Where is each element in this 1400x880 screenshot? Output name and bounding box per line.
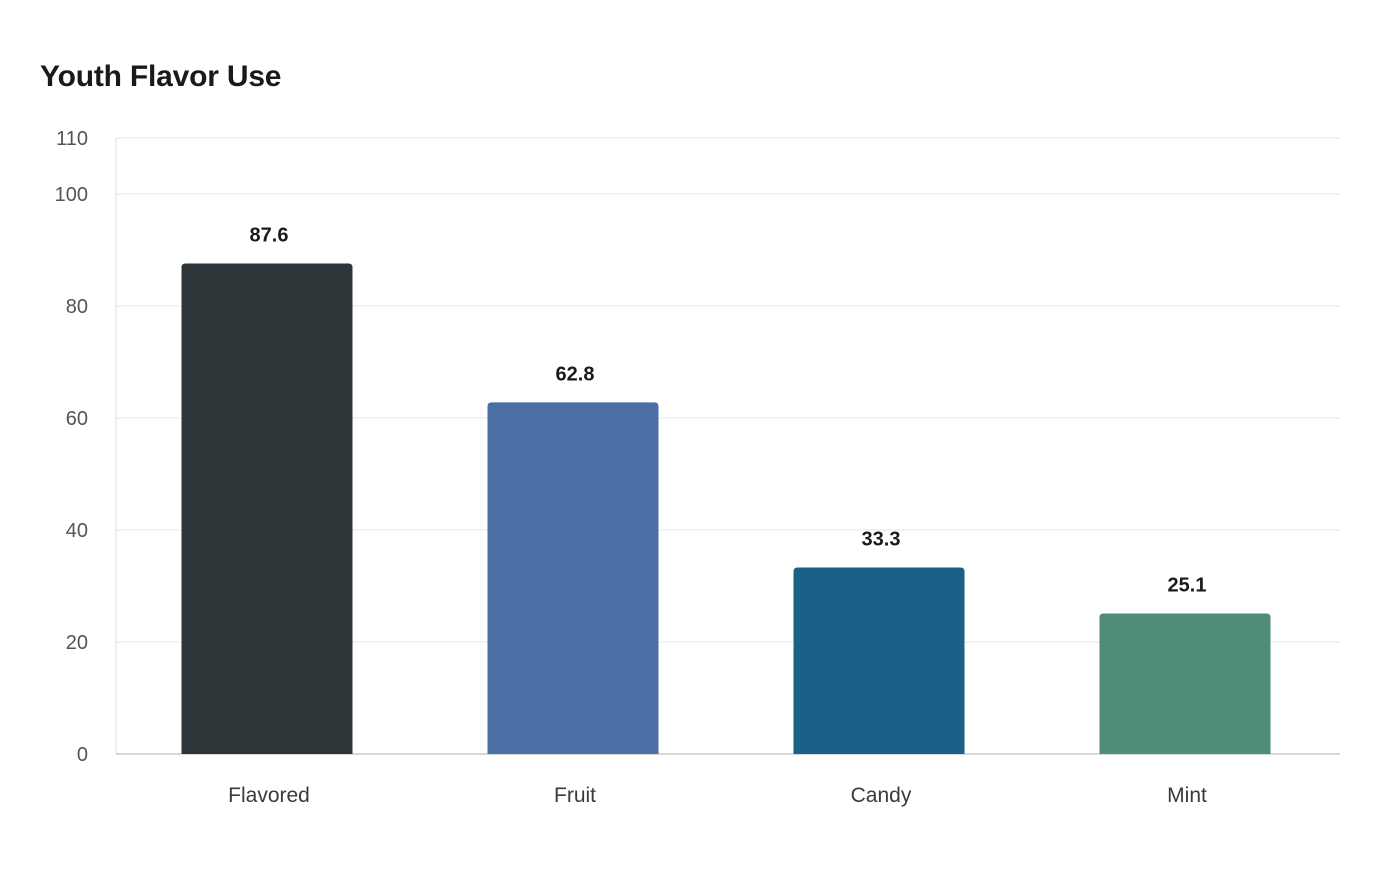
x-tick-label: Fruit xyxy=(554,784,596,807)
y-tick-label: 20 xyxy=(66,632,88,654)
y-tick-label: 100 xyxy=(55,184,88,206)
data-label: 62.8 xyxy=(556,363,595,385)
y-tick-label: 40 xyxy=(66,520,88,542)
y-tick-label: 80 xyxy=(66,296,88,318)
data-label: 25.1 xyxy=(1168,574,1207,596)
x-tick-label: Mint xyxy=(1167,784,1207,807)
bar-mint xyxy=(1099,613,1271,754)
x-tick-label: Candy xyxy=(851,784,912,807)
x-tick-label: Flavored xyxy=(228,784,310,807)
bar-fruit xyxy=(487,402,659,754)
bar-flavored xyxy=(181,263,353,754)
data-label: 87.6 xyxy=(250,224,289,246)
labels: 0 20 40 60 80 100 110 87.6 Flavored 62.8 Fruit 33.3… xyxy=(55,128,1207,807)
y-tick-label: 60 xyxy=(66,408,88,430)
data-label: 33.3 xyxy=(862,529,901,551)
y-tick-label: 0 xyxy=(77,744,88,766)
chart-title: Youth Flavor Use xyxy=(40,60,282,93)
bars xyxy=(181,263,1271,754)
y-tick-label: 110 xyxy=(56,128,88,150)
bar-candy xyxy=(793,567,965,754)
